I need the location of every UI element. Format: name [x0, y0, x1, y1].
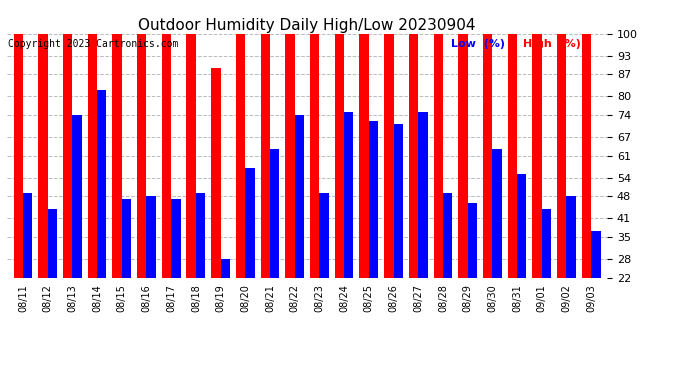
Bar: [236, 34, 245, 346]
Bar: [161, 34, 171, 346]
Text: Copyright 2023 Cartronics.com: Copyright 2023 Cartronics.com: [8, 39, 179, 49]
Bar: [221, 259, 230, 346]
Bar: [186, 34, 196, 346]
Bar: [566, 196, 576, 346]
Bar: [384, 34, 393, 346]
Bar: [171, 200, 181, 346]
Bar: [146, 196, 156, 346]
Bar: [508, 34, 517, 346]
Bar: [72, 115, 81, 346]
Bar: [48, 209, 57, 346]
Text: Low  (%): Low (%): [451, 39, 505, 49]
Bar: [63, 34, 72, 346]
Text: High  (%): High (%): [523, 39, 581, 49]
Bar: [310, 34, 319, 346]
Bar: [418, 112, 428, 346]
Bar: [295, 115, 304, 346]
Bar: [112, 34, 121, 346]
Bar: [369, 121, 378, 346]
Bar: [443, 193, 453, 346]
Bar: [458, 34, 468, 346]
Bar: [137, 34, 146, 346]
Bar: [319, 193, 329, 346]
Title: Outdoor Humidity Daily High/Low 20230904: Outdoor Humidity Daily High/Low 20230904: [138, 18, 476, 33]
Bar: [409, 34, 418, 346]
Bar: [285, 34, 295, 346]
Bar: [14, 34, 23, 346]
Bar: [88, 34, 97, 346]
Bar: [344, 112, 353, 346]
Bar: [393, 124, 403, 346]
Bar: [359, 34, 369, 346]
Bar: [591, 231, 600, 346]
Bar: [542, 209, 551, 346]
Bar: [270, 149, 279, 346]
Bar: [582, 34, 591, 346]
Bar: [245, 168, 255, 346]
Bar: [468, 202, 477, 346]
Bar: [533, 34, 542, 346]
Bar: [23, 193, 32, 346]
Bar: [335, 34, 344, 346]
Bar: [517, 174, 526, 346]
Bar: [211, 68, 221, 346]
Bar: [38, 34, 48, 346]
Bar: [261, 34, 270, 346]
Bar: [433, 34, 443, 346]
Bar: [483, 34, 493, 346]
Bar: [97, 90, 106, 346]
Bar: [557, 34, 566, 346]
Bar: [121, 200, 131, 346]
Bar: [493, 149, 502, 346]
Bar: [196, 193, 205, 346]
